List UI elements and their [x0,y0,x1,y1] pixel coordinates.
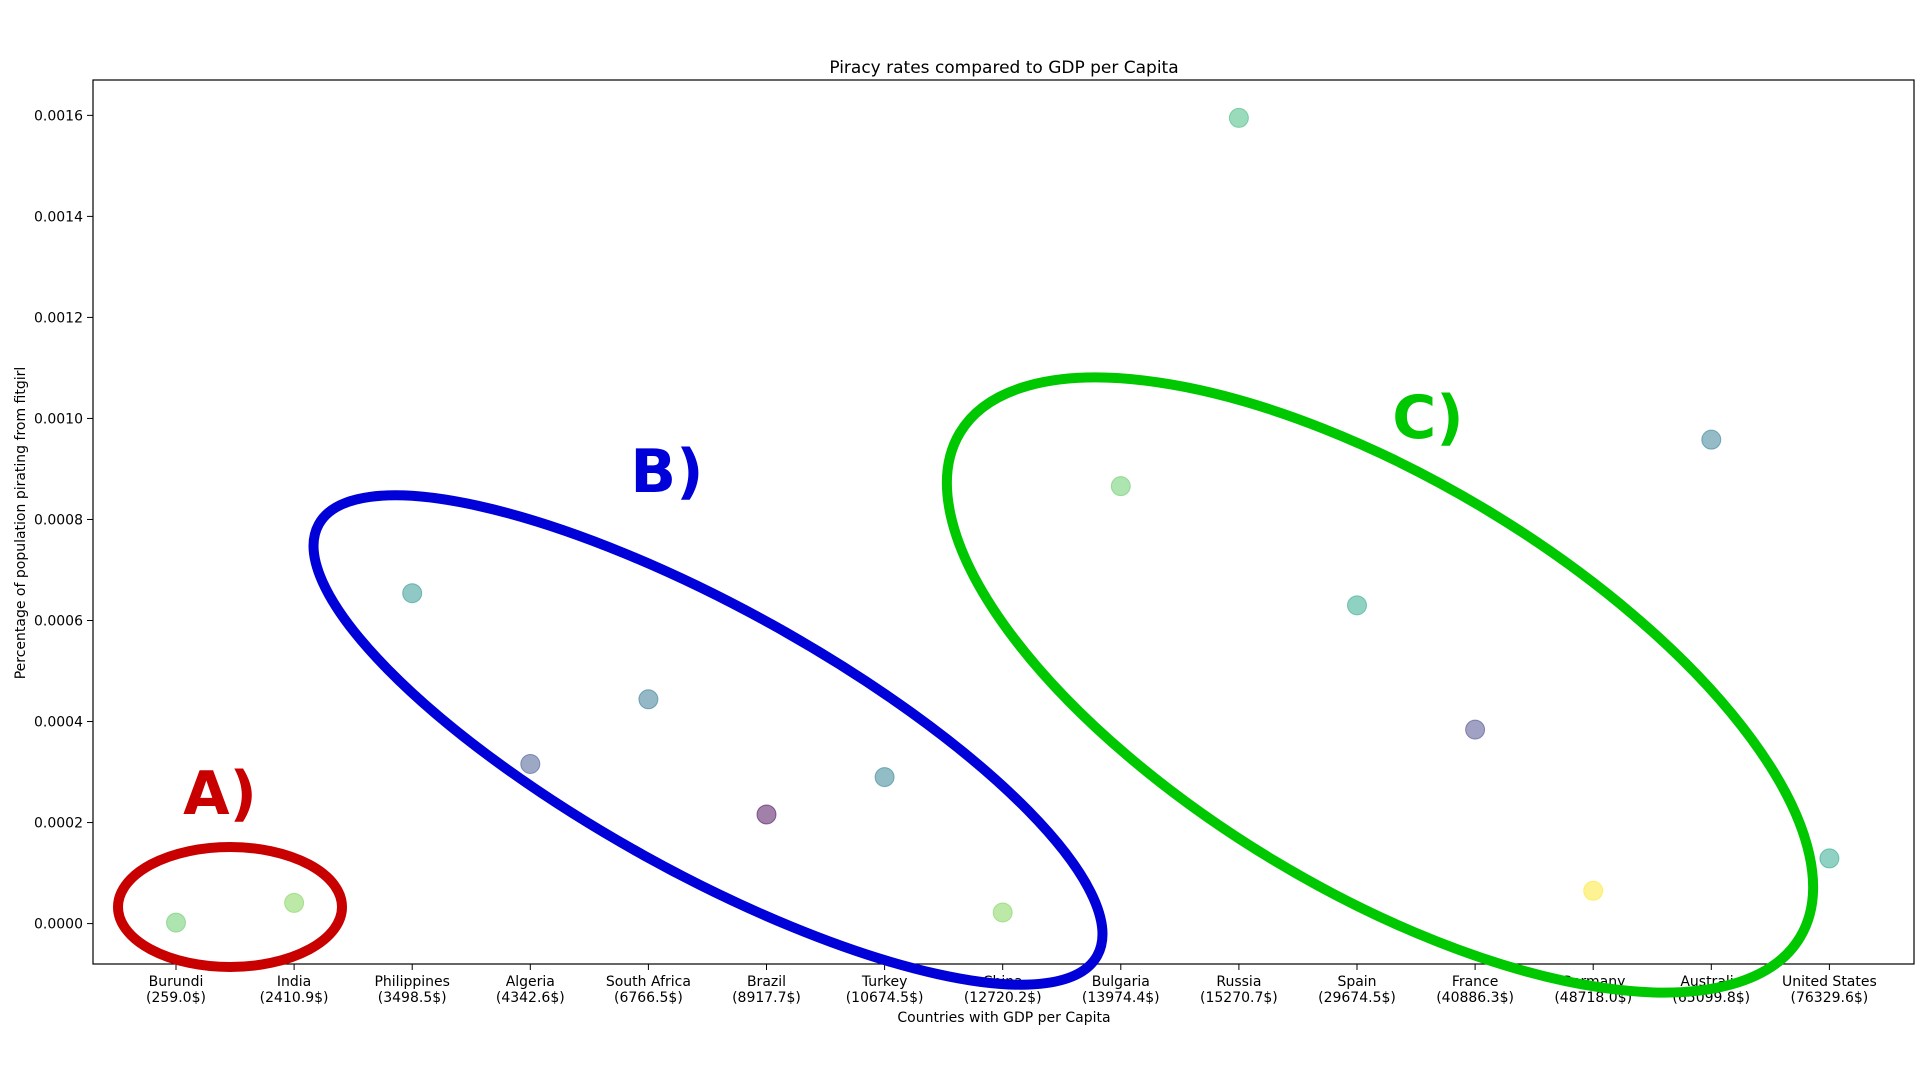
x-tick-label-country: Turkey [861,974,908,990]
y-tick-label: 0.0008 [34,512,83,528]
x-tick-label-gdp: (10674.5$) [846,990,924,1006]
x-tick-label-gdp: (15270.7$) [1200,990,1278,1006]
x-tick-label-gdp: (259.0$) [146,990,206,1006]
x-tick-label-gdp: (8917.7$) [732,990,801,1006]
x-tick-label-country: Algeria [506,974,555,990]
annotation-label: B) [630,437,703,507]
y-tick-label: 0.0010 [34,411,83,427]
annotation-ellipse [941,372,1819,998]
data-point [874,767,895,788]
x-tick-label-gdp: (4342.6$) [496,990,565,1006]
x-tick-label-country: Brazil [747,974,786,990]
data-point [1819,848,1840,869]
x-tick-label-country: Philippines [374,974,449,990]
y-tick-label: 0.0014 [34,209,83,225]
data-point [1347,595,1367,616]
x-tick-label-country: United States [1782,974,1877,990]
x-tick-label-gdp: (76329.6$) [1791,990,1869,1006]
y-tick-label: 0.0012 [34,310,83,326]
data-point [1110,476,1131,497]
data-point [1583,880,1604,901]
x-tick-label-country: Burundi [149,974,204,990]
x-tick-label-country: France [1452,974,1499,990]
annotation-label: A) [183,759,257,829]
y-tick-label: 0.0000 [34,917,83,933]
x-tick-label-gdp: (6766.5$) [614,990,683,1006]
data-point [1465,719,1486,740]
x-tick-label-gdp: (13974.4$) [1082,990,1160,1006]
x-tick-label-gdp: (40886.3$) [1436,990,1514,1006]
x-tick-label-gdp: (3498.5$) [378,990,447,1006]
y-tick-label: 0.0004 [34,715,83,731]
data-point [638,689,659,710]
x-tick-label-country: Bulgaria [1092,974,1150,990]
x-tick-label-country: India [277,974,311,990]
x-tick-label-gdp: (2410.9$) [260,990,329,1006]
y-tick-label: 0.0016 [34,108,83,124]
annotation-ellipse [308,490,1108,990]
y-tick-label: 0.0006 [34,614,83,630]
data-point [1228,107,1249,128]
data-point [756,804,777,825]
data-point [520,753,541,774]
x-tick-label-country: Russia [1216,974,1261,990]
plot-frame [92,79,1915,965]
y-axis-label: Percentage of population pirating from f… [13,367,29,680]
x-tick-label-country: South Africa [606,974,691,990]
x-tick-label-gdp: (29674.5$) [1318,990,1396,1006]
y-tick-label: 0.0002 [34,816,83,832]
data-point [992,902,1013,923]
annotation-ellipse [113,842,347,972]
data-point [1701,429,1722,450]
data-point [284,892,305,913]
x-tick-label-gdp: (12720.2$) [964,990,1042,1006]
annotation-label: C) [1392,383,1463,453]
chart-title: Piracy rates compared to GDP per Capita [829,58,1178,78]
data-point [402,583,423,604]
data-point [166,912,186,933]
x-axis-label: Countries with GDP per Capita [897,1010,1110,1026]
x-tick-label-country: Spain [1337,974,1376,990]
